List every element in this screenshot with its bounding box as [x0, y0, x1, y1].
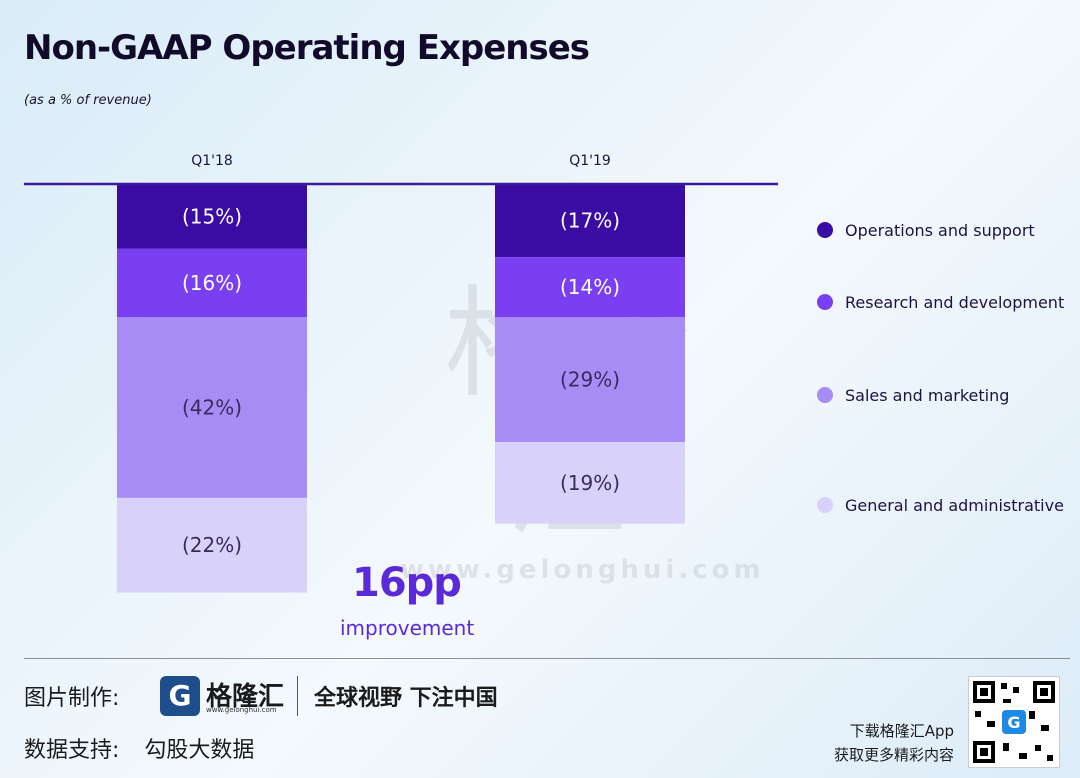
- download-app-subtext: 获取更多精彩内容: [833, 746, 954, 764]
- improvement-label: improvement: [340, 616, 475, 640]
- svg-text:G: G: [1007, 713, 1020, 732]
- data-label: (14%): [560, 275, 620, 299]
- qr-code-icon: G: [973, 681, 1055, 763]
- bar-segment: [495, 317, 685, 442]
- stacked-bar-chart: Q1'18 Q1'19 (15%) (16%) (42%) (22%) (17%) (14%)…: [24, 153, 1064, 593]
- legend-marker: [817, 294, 833, 310]
- data-label: (29%): [560, 368, 620, 392]
- category-label: Q1'18: [191, 153, 233, 169]
- category-label: Q1'19: [569, 153, 611, 169]
- bar-segment: [117, 497, 307, 593]
- footer-divider: [24, 658, 1070, 659]
- bar-segment: [495, 184, 685, 258]
- data-support-label: 数据支持: 勾股大数据: [24, 732, 254, 764]
- legend-marker: [817, 222, 833, 238]
- legend-marker: [817, 497, 833, 513]
- data-label: (15%): [182, 204, 242, 228]
- legend-marker: [817, 387, 833, 403]
- data-label: (17%): [560, 209, 620, 233]
- data-label: (42%): [182, 396, 242, 420]
- logo-name: 格隆汇: [206, 682, 285, 712]
- data-label: (16%): [182, 271, 242, 295]
- gelonghui-logo-icon: G: [160, 676, 200, 716]
- slogan: 全球视野 下注中国: [314, 686, 498, 711]
- legend-label: Research and development: [845, 293, 1064, 312]
- qr-code[interactable]: G: [968, 676, 1060, 768]
- data-source: 勾股大数据: [144, 738, 255, 763]
- bar-segment: [495, 442, 685, 524]
- bar-segment: [495, 257, 685, 318]
- logo-url: www.gelonghui.com: [206, 706, 277, 714]
- data-support-label-text: 数据支持:: [24, 738, 120, 763]
- made-by-label: 图片制作:: [24, 686, 120, 711]
- improvement-value: 16pp: [352, 560, 462, 606]
- legend-label: General and administrative: [845, 496, 1064, 515]
- chart-subtitle: (as a % of revenue): [24, 93, 152, 108]
- bar-segment: [117, 317, 307, 498]
- chart-title: Non-GAAP Operating Expenses: [24, 28, 590, 68]
- bar-segment: [117, 248, 307, 318]
- data-label: (22%): [182, 533, 242, 557]
- data-label: (19%): [560, 471, 620, 495]
- bar-segment: [117, 184, 307, 249]
- legend-label: Operations and support: [845, 221, 1035, 240]
- legend-label: Sales and marketing: [845, 386, 1009, 405]
- logo-divider: [297, 676, 298, 716]
- download-app-text[interactable]: 下载格隆汇App: [849, 722, 954, 740]
